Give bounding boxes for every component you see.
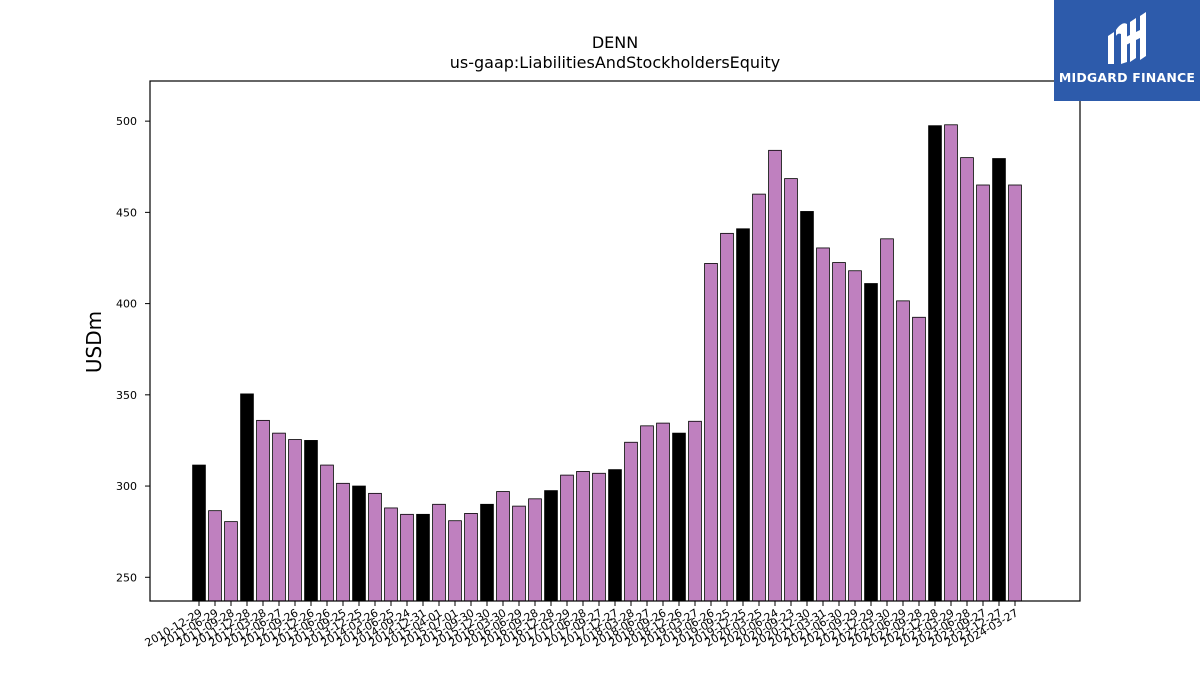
y-axis-label: USDm bbox=[82, 311, 106, 373]
bar-2012-06-27 bbox=[272, 432, 286, 602]
bar-2014-03-26 bbox=[368, 492, 382, 602]
bar-2020-06-24 bbox=[768, 149, 782, 602]
bar-2014-06-25 bbox=[384, 507, 398, 602]
bar-2021-06-30 bbox=[832, 262, 846, 602]
bar-2017-09-27 bbox=[592, 472, 606, 602]
logo-text: MIDGARD FINANCE bbox=[1058, 70, 1196, 85]
bar-2010-12-29 bbox=[192, 464, 206, 602]
bar-2021-09-29 bbox=[848, 270, 862, 602]
y-tick-label: 350 bbox=[116, 389, 137, 402]
bar-2024-03-27 bbox=[1008, 184, 1022, 602]
bar-2015-04-01 bbox=[432, 503, 446, 602]
bar-2022-06-29 bbox=[896, 300, 910, 602]
bar-2023-09-27 bbox=[976, 184, 990, 602]
y-tick-label: 450 bbox=[116, 206, 137, 219]
bar-2021-12-29 bbox=[864, 283, 878, 602]
bar-2023-06-28 bbox=[960, 157, 974, 602]
bar-2016-03-30 bbox=[496, 491, 510, 602]
bar-2022-12-28 bbox=[928, 125, 942, 602]
bar-2022-03-30 bbox=[880, 238, 894, 602]
x-axis-ticks: 2010-12-292011-06-292011-09-282011-12-28… bbox=[143, 601, 1021, 650]
bar-2013-09-25 bbox=[336, 482, 350, 602]
bar-2018-12-26 bbox=[672, 432, 686, 602]
bar-2015-09-30 bbox=[464, 513, 478, 602]
bar-2018-09-26 bbox=[656, 422, 670, 602]
midgard-finance-logo: MIDGARD FINANCE bbox=[1054, 0, 1200, 101]
bar-2015-12-30 bbox=[480, 503, 494, 602]
y-tick-label: 250 bbox=[116, 571, 137, 584]
bar-2021-03-31 bbox=[816, 247, 830, 602]
bar-2020-03-25 bbox=[752, 193, 766, 602]
bar-2019-06-26 bbox=[704, 263, 718, 602]
bar-2011-06-29 bbox=[208, 510, 222, 602]
bar-2023-12-27 bbox=[992, 158, 1006, 602]
bar-2023-03-29 bbox=[944, 124, 958, 602]
y-axis-ticks: 250 300 350 400 450 500 bbox=[116, 115, 150, 584]
y-tick-label: 300 bbox=[116, 480, 137, 493]
bar-2020-12-30 bbox=[800, 211, 814, 602]
chart-subtitle: us-gaap:LiabilitiesAndStockholdersEquity bbox=[450, 53, 781, 72]
bar-2020-09-23 bbox=[784, 178, 798, 602]
bar-2018-06-27 bbox=[640, 425, 654, 602]
bar-2014-09-24 bbox=[400, 513, 414, 602]
bar-2016-09-28 bbox=[528, 498, 542, 602]
bars-group bbox=[192, 124, 1022, 602]
bar-2019-12-25 bbox=[736, 228, 750, 602]
bar-2022-09-28 bbox=[912, 316, 926, 602]
logo-mark-icon bbox=[1108, 12, 1146, 64]
bar-2019-09-25 bbox=[720, 232, 734, 602]
bar-2012-09-26 bbox=[288, 439, 302, 602]
bar-2015-07-01 bbox=[448, 520, 462, 602]
bar-2013-12-25 bbox=[352, 485, 366, 602]
bar-2017-12-27 bbox=[608, 469, 622, 602]
y-tick-label: 500 bbox=[116, 115, 137, 128]
chart-title: DENN bbox=[592, 33, 638, 52]
bar-2016-12-28 bbox=[544, 490, 558, 602]
bar-2019-03-27 bbox=[688, 420, 702, 602]
bar-2011-09-28 bbox=[224, 521, 238, 602]
bar-2011-12-28 bbox=[240, 393, 254, 602]
bar-2012-12-26 bbox=[304, 440, 318, 602]
bar-2017-03-29 bbox=[560, 474, 574, 602]
plot-frame bbox=[149, 80, 1081, 602]
bar-2014-12-31 bbox=[416, 513, 430, 602]
bar-2012-03-28 bbox=[256, 419, 270, 602]
bar-2018-03-28 bbox=[624, 441, 638, 602]
bar-2013-06-26 bbox=[320, 464, 334, 602]
y-tick-label: 400 bbox=[116, 298, 137, 311]
bar-2016-06-29 bbox=[512, 505, 526, 602]
bar-2017-06-28 bbox=[576, 471, 590, 602]
